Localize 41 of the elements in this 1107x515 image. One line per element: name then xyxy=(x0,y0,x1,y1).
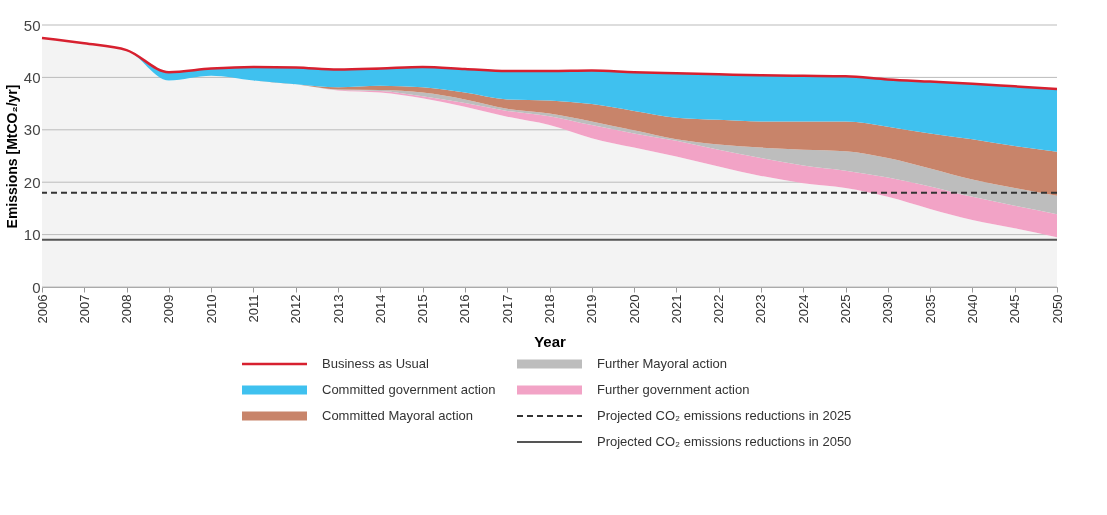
x-tick-label: 2035 xyxy=(922,294,938,324)
legend-label: Committed Mayoral action xyxy=(322,408,473,423)
x-tick-label: 2045 xyxy=(1007,294,1023,324)
legend-label: Projected CO₂ emissions reductions in 2050 xyxy=(597,434,852,449)
x-tick-label: 2021 xyxy=(668,294,684,324)
y-tick-label: 10 xyxy=(23,226,41,244)
legend-label: Business as Usual xyxy=(322,356,430,371)
legend-label: Further Mayoral action xyxy=(597,356,728,371)
x-tick-label: 2011 xyxy=(245,294,261,323)
x-tick-label: 2009 xyxy=(161,294,177,324)
x-tick-label: 2016 xyxy=(457,294,473,324)
x-tick-label: 2018 xyxy=(542,294,557,324)
x-tick-label: 2015 xyxy=(415,294,431,324)
x-tick-label: 2023 xyxy=(753,294,769,324)
x-tick-label: 2040 xyxy=(964,294,980,324)
x-tick-label: 2022 xyxy=(711,294,727,324)
x-tick-label: 2007 xyxy=(76,294,92,324)
x-tick-label: 2017 xyxy=(499,294,515,324)
legend-label: Projected CO₂ emissions reductions in 2025 xyxy=(597,408,852,423)
x-tick-label: 2050 xyxy=(1049,294,1065,324)
x-tick-label: 2019 xyxy=(584,294,600,324)
x-tick-label: 2008 xyxy=(119,294,135,324)
x-tick-label: 2010 xyxy=(203,294,219,324)
x-axis-title: Year xyxy=(534,333,567,351)
line-series xyxy=(40,36,1059,91)
y-axis-title: Emissions [MtCO₂/yr] xyxy=(3,84,20,229)
legend-label: Further government action xyxy=(597,382,750,397)
x-tick-label: 2025 xyxy=(838,294,854,324)
y-tick-label: 40 xyxy=(23,68,41,86)
x-tick-label: 2006 xyxy=(34,294,50,324)
y-tick-label: 30 xyxy=(23,121,41,139)
y-tick-label: 50 xyxy=(23,16,41,34)
x-tick-label: 2030 xyxy=(880,294,896,324)
x-tick-label: 2024 xyxy=(795,294,811,324)
y-tick-label: 0 xyxy=(32,278,41,296)
x-tick-label: 2012 xyxy=(288,294,304,324)
y-tick-label: 20 xyxy=(23,173,41,191)
x-tick-label: 2013 xyxy=(330,294,346,324)
x-tick-label: 2020 xyxy=(626,294,642,324)
x-tick-label: 2014 xyxy=(372,294,388,324)
legend-label: Committed government action xyxy=(322,382,496,397)
